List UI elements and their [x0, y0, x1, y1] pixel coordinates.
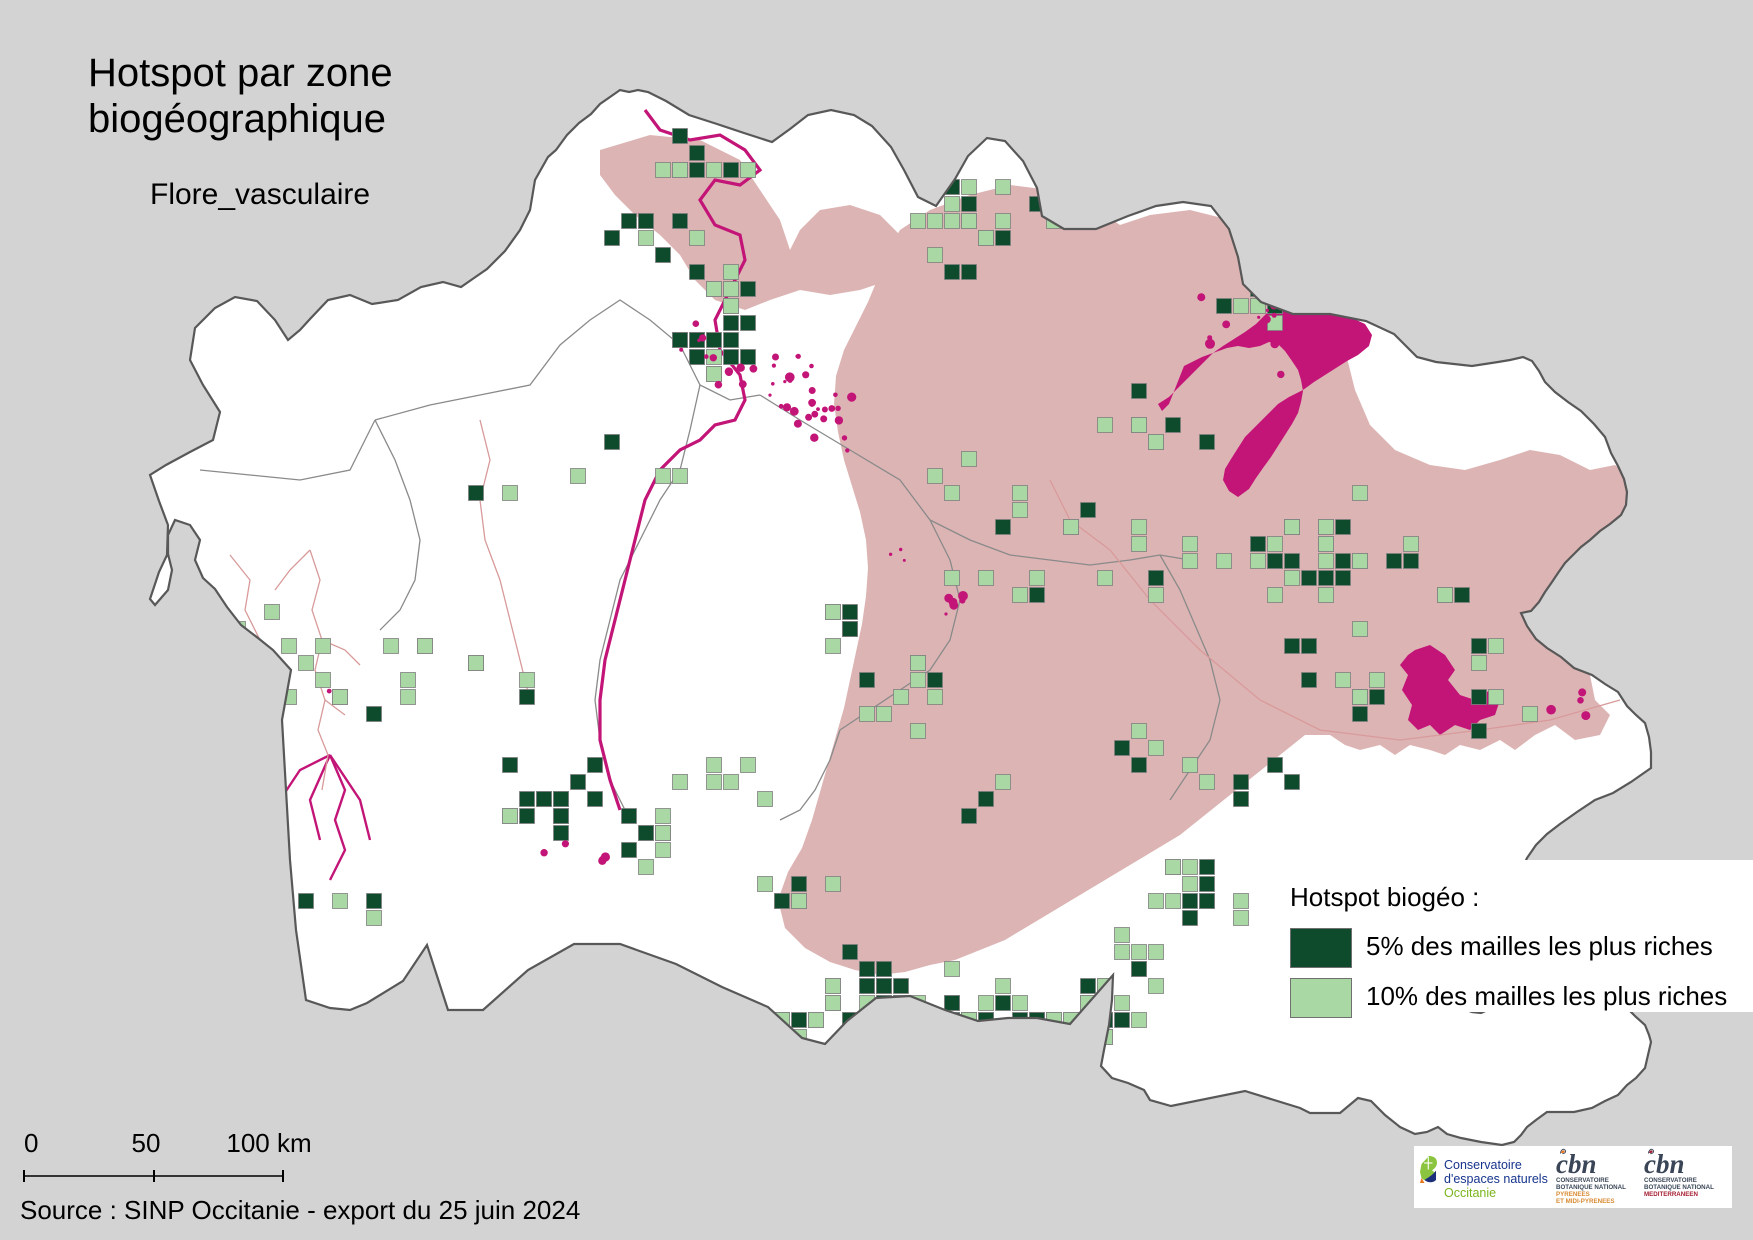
svg-text:BOTANIQUE NATIONAL: BOTANIQUE NATIONAL [1644, 1184, 1714, 1191]
svg-text:cbn: cbn [1556, 1149, 1597, 1179]
svg-text:MEDITERRANEEN: MEDITERRANEEN [1644, 1191, 1699, 1198]
svg-text:CONSERVATOIRE: CONSERVATOIRE [1556, 1177, 1609, 1184]
svg-text:cbn: cbn [1644, 1149, 1685, 1179]
svg-text:ET MIDI-PYRENEES: ET MIDI-PYRENEES [1556, 1198, 1614, 1205]
svg-text:d'espaces naturels: d'espaces naturels [1444, 1172, 1548, 1186]
svg-text:BOTANIQUE NATIONAL: BOTANIQUE NATIONAL [1556, 1184, 1626, 1191]
svg-text:Occitanie: Occitanie [1444, 1186, 1496, 1200]
svg-text:Conservatoire: Conservatoire [1444, 1158, 1522, 1172]
svg-text:PYRENEES: PYRENEES [1556, 1191, 1590, 1198]
svg-text:CONSERVATOIRE: CONSERVATOIRE [1644, 1177, 1697, 1184]
